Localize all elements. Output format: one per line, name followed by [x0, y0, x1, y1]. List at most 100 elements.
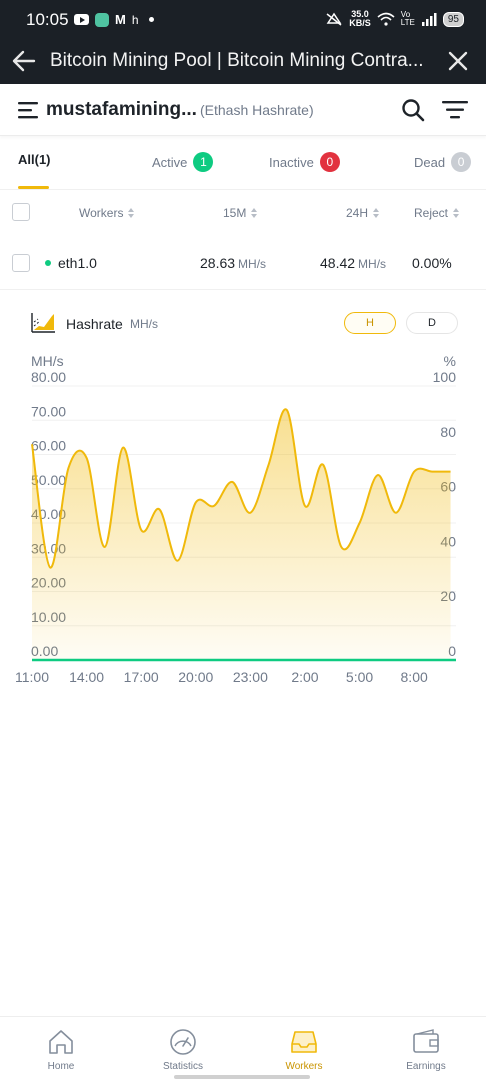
more-notifications-icon: [148, 17, 154, 22]
column-24h[interactable]: 24H: [346, 206, 380, 220]
tab-dead[interactable]: Dead 0: [414, 152, 472, 172]
network-speed-value: 35.0: [351, 9, 369, 19]
chart-unit: MH/s: [130, 317, 158, 331]
hashrate-24h-unit: MH/s: [358, 257, 387, 271]
sort-icon: [251, 208, 258, 218]
range-hour-button[interactable]: H: [344, 312, 396, 334]
hashrate-line: [31, 408, 451, 569]
gauge-icon: [170, 1029, 196, 1055]
x-tick-label: 14:00: [69, 669, 104, 685]
volte-icon: Vo LTE: [400, 10, 415, 27]
chart-header: Hashrate MH/s H D: [0, 300, 486, 346]
hashrate-15m-value: 28.63: [200, 255, 236, 271]
back-arrow-icon[interactable]: [10, 47, 38, 75]
y2-tick-label: 0: [448, 643, 456, 659]
wallet-icon: [413, 1029, 439, 1053]
y2-tick-label: 80: [440, 424, 456, 440]
algorithm-label: (Ethash Hashrate): [200, 102, 314, 118]
notification-h: h: [131, 12, 139, 27]
close-icon[interactable]: [446, 49, 470, 73]
column-reject-label: Reject: [414, 206, 449, 220]
nav-workers[interactable]: Workers: [264, 1027, 344, 1072]
nav-home-label: Home: [47, 1061, 75, 1072]
column-15m[interactable]: 15M: [223, 206, 258, 220]
nav-workers-label: Workers: [285, 1061, 323, 1072]
app-bar: Bitcoin Mining Pool | Bitcoin Mining Con…: [0, 38, 486, 84]
x-tick-label: 8:00: [401, 669, 428, 685]
x-tick-label: 23:00: [233, 669, 268, 685]
nav-earnings-label: Earnings: [406, 1061, 446, 1072]
nav-earnings[interactable]: Earnings: [386, 1027, 466, 1072]
tab-inactive-label: Inactive: [269, 154, 314, 170]
active-count-badge: 1: [193, 152, 214, 172]
column-15m-label: 15M: [223, 206, 247, 220]
x-tick-label: 17:00: [124, 669, 159, 685]
status-bar: 10:05 M h 35.0 KB/S Vo LTE 95: [0, 0, 486, 38]
online-status-dot: [45, 260, 51, 266]
x-tick-label: 11:00: [15, 669, 49, 685]
x-tick-label: 2:00: [291, 669, 318, 685]
hashrate-15m: 28.63 MH/s: [200, 255, 266, 271]
y-tick-label: 70.00: [31, 403, 66, 419]
inactive-count-badge: 0: [319, 152, 340, 172]
tab-dead-label: Dead: [414, 154, 446, 170]
range-day-button[interactable]: D: [406, 312, 458, 334]
hashrate-24h-value: 48.42: [320, 255, 356, 271]
alarm-icon: [326, 12, 342, 26]
right-axis-label: %: [444, 353, 456, 369]
sort-filter-icon[interactable]: [442, 99, 468, 121]
hashrate-15m-unit: MH/s: [238, 257, 267, 271]
battery-icon: 95: [442, 11, 464, 27]
app-notification-icon: [95, 12, 109, 27]
chart-title: Hashrate: [66, 316, 123, 332]
y-tick-label: 60.00: [31, 438, 66, 454]
table-row[interactable]: eth1.0 28.63 MH/s 48.42 MH/s 0.00%: [0, 238, 486, 290]
signal-icon: [421, 13, 437, 26]
y2-tick-label: 100: [433, 369, 457, 385]
tab-active-label: Active: [152, 154, 188, 170]
column-workers[interactable]: Workers: [79, 206, 135, 220]
active-tab-indicator: [18, 186, 49, 189]
row-checkbox[interactable]: [12, 254, 30, 272]
column-workers-label: Workers: [79, 206, 124, 220]
youtube-icon: [74, 14, 89, 25]
sort-icon: [453, 208, 460, 218]
account-header: mustafamining... (Ethash Hashrate): [0, 84, 486, 136]
wifi-icon: [377, 12, 395, 26]
select-all-checkbox[interactable]: [12, 203, 30, 221]
bottom-navigation: Home Statistics Workers Earnings: [0, 1016, 486, 1080]
hashrate-area: [32, 409, 451, 660]
page-title: Bitcoin Mining Pool | Bitcoin Mining Con…: [50, 50, 424, 71]
account-selector[interactable]: mustafamining...: [46, 99, 197, 120]
network-speed-unit: KB/S: [349, 18, 371, 28]
tab-all-label: All(1): [18, 152, 51, 167]
left-axis-label: MH/s: [31, 353, 64, 369]
home-indicator: [174, 1075, 310, 1079]
nav-home[interactable]: Home: [21, 1027, 101, 1072]
tab-active[interactable]: Active 1: [152, 152, 214, 172]
worker-status-tabs: All(1) Active 1 Inactive 0 Dead 0: [0, 136, 486, 190]
search-icon[interactable]: [401, 98, 425, 122]
column-24h-label: 24H: [346, 206, 369, 220]
y-tick-label: 80.00: [31, 369, 66, 385]
dead-count-badge: 0: [451, 152, 472, 172]
tab-all[interactable]: All(1): [18, 152, 51, 167]
status-time: 10:05: [26, 10, 69, 29]
nav-statistics[interactable]: Statistics: [143, 1027, 223, 1072]
hashrate-chart-icon: [31, 313, 55, 333]
column-reject[interactable]: Reject: [414, 206, 460, 220]
menu-icon[interactable]: [18, 100, 40, 120]
tab-inactive[interactable]: Inactive 0: [269, 152, 340, 172]
gmail-icon: M: [115, 12, 126, 27]
table-header: Workers 15M 24H Reject: [0, 192, 486, 234]
nav-statistics-label: Statistics: [162, 1061, 203, 1072]
notification-icons: M h: [74, 12, 154, 27]
worker-name: eth1.0: [58, 255, 97, 271]
inbox-icon: [291, 1031, 317, 1053]
y-tick-label: 50.00: [31, 472, 66, 488]
reject-rate: 0.00%: [412, 255, 452, 271]
x-tick-label: 5:00: [346, 669, 373, 685]
sort-icon: [128, 208, 135, 218]
sort-icon: [373, 208, 380, 218]
x-tick-label: 20:00: [178, 669, 213, 685]
